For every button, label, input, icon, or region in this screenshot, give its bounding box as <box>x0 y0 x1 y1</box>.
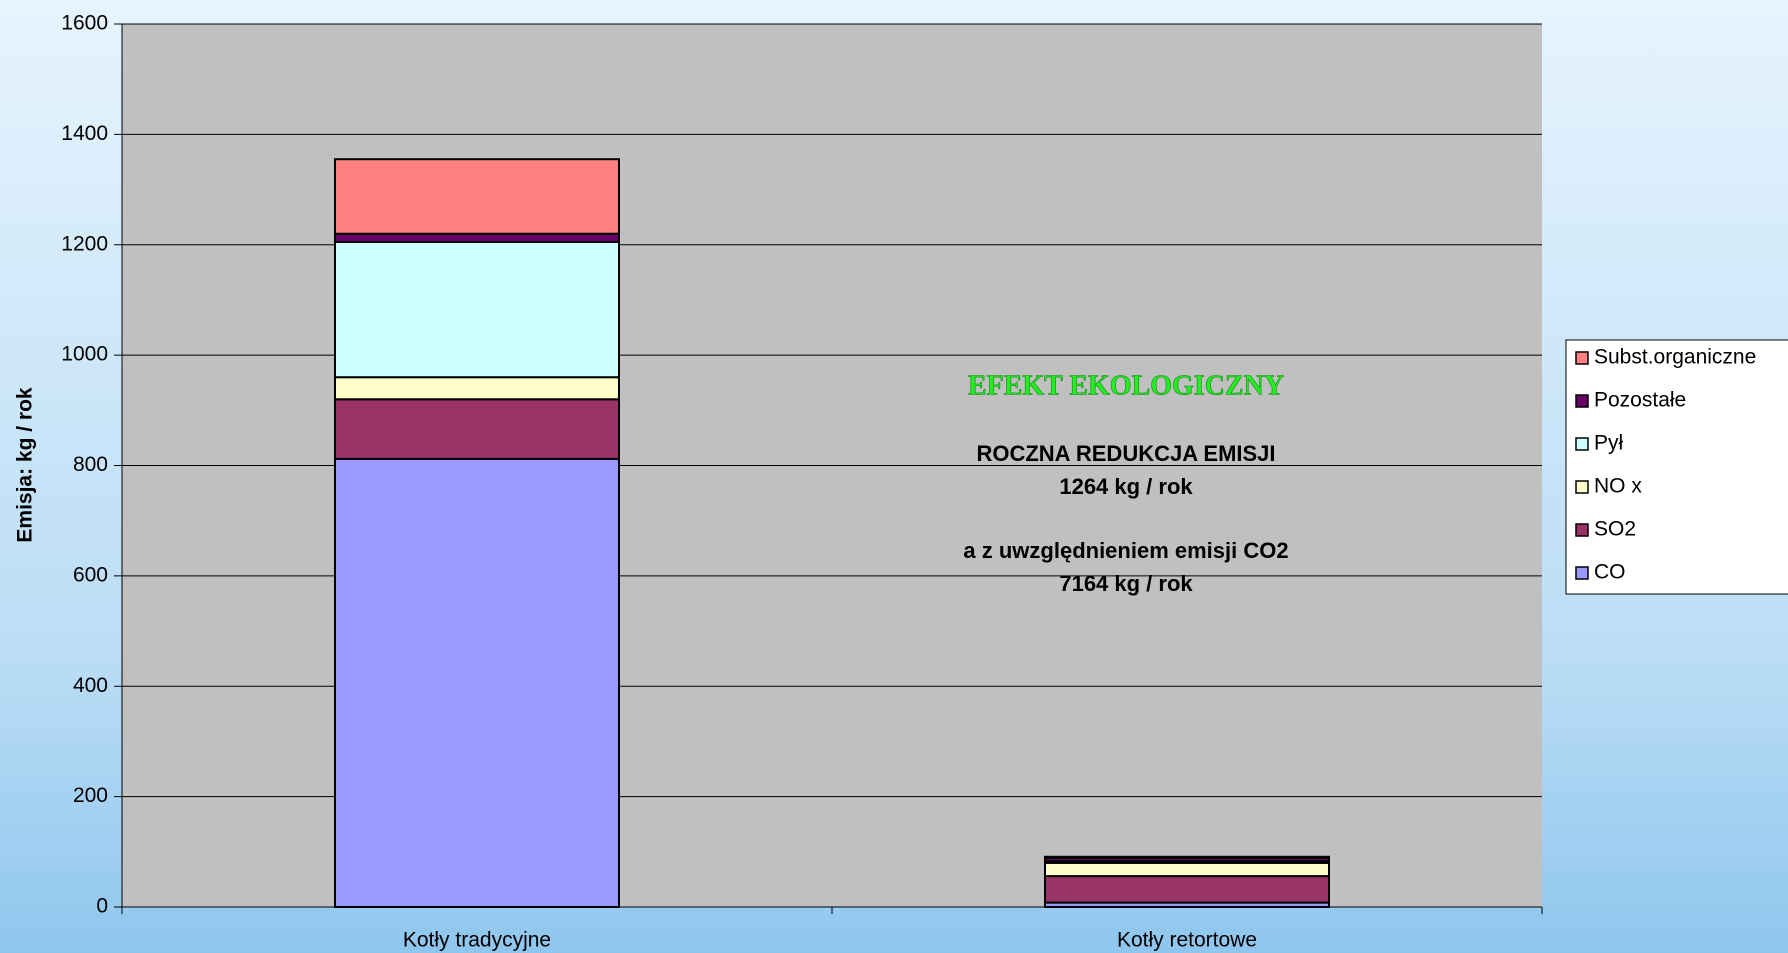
y-tick-label: 400 <box>73 674 108 697</box>
annotation: ROCZNA REDUKCJA EMISJI <box>976 441 1275 466</box>
y-tick-label: 1200 <box>61 232 108 255</box>
legend-label: Subst.organiczne <box>1594 346 1756 369</box>
legend-swatch <box>1575 351 1589 365</box>
bar-segment <box>334 158 620 235</box>
annotation: a z uwzględnieniem emisji CO2 <box>963 538 1288 563</box>
annotation: 1264 kg / rok <box>1059 474 1193 499</box>
bar-segment <box>1044 861 1330 878</box>
y-tick-label: 200 <box>73 784 108 807</box>
legend <box>1565 339 1788 595</box>
legend-label: SO2 <box>1594 518 1636 541</box>
legend-label: Pozostałe <box>1594 389 1686 412</box>
bar-segment <box>1044 855 1330 859</box>
legend-swatch <box>1575 437 1589 451</box>
bar-segment <box>334 232 620 243</box>
bar-segment <box>334 376 620 401</box>
y-tick-label: 1400 <box>61 122 108 145</box>
legend-swatch <box>1575 394 1589 408</box>
annotation: 7164 kg / rok <box>1059 571 1193 596</box>
legend-label: NO x <box>1594 475 1642 498</box>
annotation-title: EFEKT EKOLOGICZNY <box>968 370 1284 401</box>
y-axis-label: Emisja: kg / rok <box>14 387 37 543</box>
x-tick-label: Kotły tradycyjne <box>403 929 551 952</box>
legend-swatch <box>1575 523 1589 537</box>
y-tick-label: 800 <box>73 453 108 476</box>
y-tick-label: 1600 <box>61 12 108 35</box>
legend-swatch <box>1575 566 1589 580</box>
legend-swatch <box>1575 480 1589 494</box>
y-tick-label: 0 <box>96 895 108 918</box>
x-tick-label: Kotły retortowe <box>1117 929 1257 952</box>
y-tick-label: 1000 <box>61 343 108 366</box>
bar-segment <box>334 457 620 908</box>
legend-label: CO <box>1594 561 1626 584</box>
bar-segment <box>1044 875 1330 904</box>
y-tick-label: 600 <box>73 563 108 586</box>
bar-segment <box>334 398 620 460</box>
bar-segment <box>334 240 620 379</box>
legend-label: Pył <box>1594 432 1624 455</box>
